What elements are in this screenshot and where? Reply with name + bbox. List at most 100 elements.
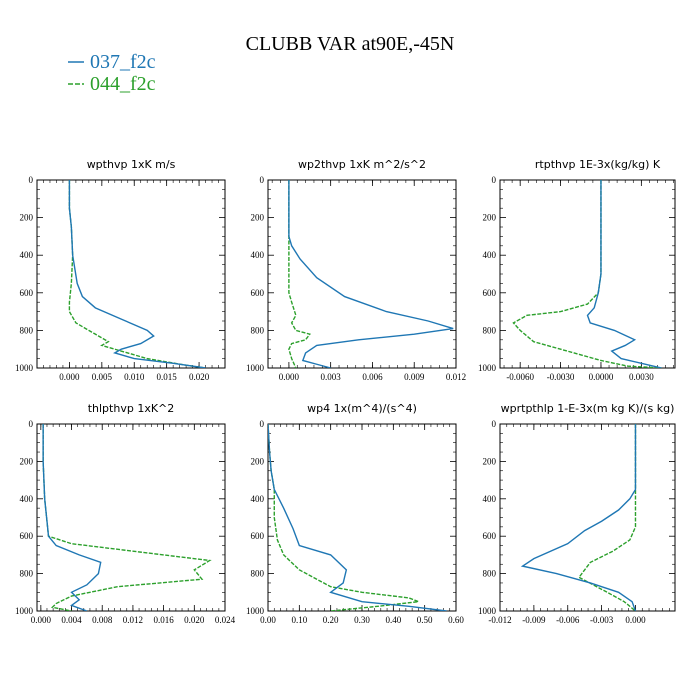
x-tick-label: 0.000 <box>31 615 52 625</box>
y-tick-label: 800 <box>251 569 265 579</box>
y-tick-label: 400 <box>483 494 497 504</box>
x-tick-label: 0.008 <box>92 615 113 625</box>
figure-title: CLUBB VAR at90E,-45N <box>246 33 455 55</box>
x-tick-label: 0.006 <box>362 372 383 382</box>
y-tick-label: 200 <box>251 213 265 223</box>
panel-title: wpthvp 1xK m/s <box>87 158 176 171</box>
plot-frame <box>499 423 676 612</box>
x-tick-label: 0.012 <box>446 372 466 382</box>
x-tick-label: 0.003 <box>321 372 342 382</box>
x-tick-label: -0.0030 <box>547 372 575 382</box>
panel-6: wprtpthlp 1-E-3x(m kg K)/(s kg) 0 200 400 60… <box>478 402 676 625</box>
panel-1: wpthvp 1xK m/s 0 200 400 600 800 1000 0.000 0.00… <box>15 158 226 382</box>
panel-title: wp4 1x(m^4)/(s^4) <box>307 402 417 415</box>
y-tick-label: 0 <box>260 419 265 429</box>
plot-frame <box>36 423 226 612</box>
y-tick-label: 400 <box>251 250 265 260</box>
series-line-037_f2c <box>268 424 447 611</box>
panel-title: thlpthvp 1xK^2 <box>88 402 175 415</box>
x-tick-label: 0.016 <box>153 615 174 625</box>
y-tick-label: 1000 <box>246 363 265 373</box>
y-tick-label: 600 <box>251 531 265 541</box>
x-tick-label: 0.004 <box>61 615 82 625</box>
x-tick-label: -0.003 <box>590 615 614 625</box>
y-tick-label: 400 <box>20 494 34 504</box>
series-line-044_f2c <box>288 180 311 368</box>
series-line-037_f2c <box>68 180 206 368</box>
y-tick-label: 200 <box>20 213 34 223</box>
x-tick-label: 0.010 <box>124 372 145 382</box>
y-tick-label: 0 <box>492 419 497 429</box>
x-tick-label: -0.0060 <box>506 372 534 382</box>
y-tick-label: 600 <box>20 288 34 298</box>
x-tick-label: 0.009 <box>404 372 425 382</box>
plot-frame <box>499 179 676 369</box>
legend-label-037_f2c: 037_f2c <box>90 51 156 73</box>
series-line-037_f2c <box>288 180 454 368</box>
y-tick-label: 200 <box>20 456 34 466</box>
y-tick-label: 0 <box>29 419 34 429</box>
x-tick-label: 0.005 <box>92 372 113 382</box>
series-line-044_f2c <box>512 180 662 368</box>
x-tick-label: 0.015 <box>157 372 178 382</box>
y-tick-label: 1000 <box>15 363 34 373</box>
y-tick-label: 0 <box>492 175 497 185</box>
y-tick-label: 800 <box>483 325 497 335</box>
x-tick-label: 0.10 <box>291 615 307 625</box>
y-tick-label: 200 <box>251 456 265 466</box>
y-tick-label: 400 <box>20 250 34 260</box>
panel-3: rtpthvp 1E-3x(kg/kg) K02004006008001000-… <box>478 158 676 382</box>
y-tick-label: 800 <box>20 325 34 335</box>
x-tick-label: -0.009 <box>522 615 546 625</box>
y-tick-label: 0 <box>260 175 265 185</box>
y-tick-label: 600 <box>20 531 34 541</box>
plot-frame <box>267 423 457 612</box>
y-tick-label: 600 <box>483 288 497 298</box>
panel-2: wp2thvp 1xK m^2/s^2 0 200 400 600 800 1000 0.00… <box>246 158 466 382</box>
series-line-037_f2c <box>42 424 102 611</box>
x-tick-label: 0.000 <box>625 615 646 625</box>
series-line-044_f2c <box>68 180 206 368</box>
x-tick-label: 0.020 <box>189 372 210 382</box>
x-tick-label: 0.60 <box>448 615 464 625</box>
x-tick-label: 0.00 <box>260 615 276 625</box>
y-tick-label: 800 <box>483 569 497 579</box>
x-tick-label: 0.30 <box>354 615 370 625</box>
y-tick-label: 200 <box>483 213 497 223</box>
series-line-044_f2c <box>577 424 637 611</box>
series-line-037_f2c <box>520 424 637 611</box>
y-tick-label: 400 <box>483 250 497 260</box>
x-tick-label: 0.000 <box>59 372 80 382</box>
y-tick-label: 400 <box>251 494 265 504</box>
legend-label-044_f2c: 044_f2c <box>90 73 156 95</box>
x-tick-label: 0.000 <box>279 372 300 382</box>
x-tick-label: 0.20 <box>323 615 339 625</box>
panel-title: wp2thvp 1xK m^2/s^2 <box>298 158 426 171</box>
series-line-044_f2c <box>42 424 212 611</box>
series-line-037_f2c <box>586 180 662 368</box>
x-tick-label: -0.012 <box>488 615 511 625</box>
x-tick-label: 0.012 <box>123 615 143 625</box>
x-tick-label: 0.40 <box>385 615 401 625</box>
panel-title: rtpthvp 1E-3x(kg/kg) K <box>535 158 661 171</box>
y-tick-label: 1000 <box>478 606 497 616</box>
plot-frame <box>36 179 226 369</box>
x-tick-label: 0.0000 <box>589 372 614 382</box>
y-tick-label: 1000 <box>478 363 497 373</box>
x-tick-label: 0.0030 <box>629 372 654 382</box>
y-tick-label: 600 <box>483 531 497 541</box>
y-tick-label: 200 <box>483 456 497 466</box>
y-tick-label: 0 <box>29 175 34 185</box>
y-tick-label: 800 <box>20 569 34 579</box>
x-tick-label: 0.024 <box>215 615 236 625</box>
y-tick-label: 1000 <box>15 606 34 616</box>
y-tick-label: 800 <box>251 325 265 335</box>
x-tick-label: 0.50 <box>417 615 433 625</box>
x-tick-label: -0.006 <box>556 615 580 625</box>
y-tick-label: 1000 <box>246 606 265 616</box>
